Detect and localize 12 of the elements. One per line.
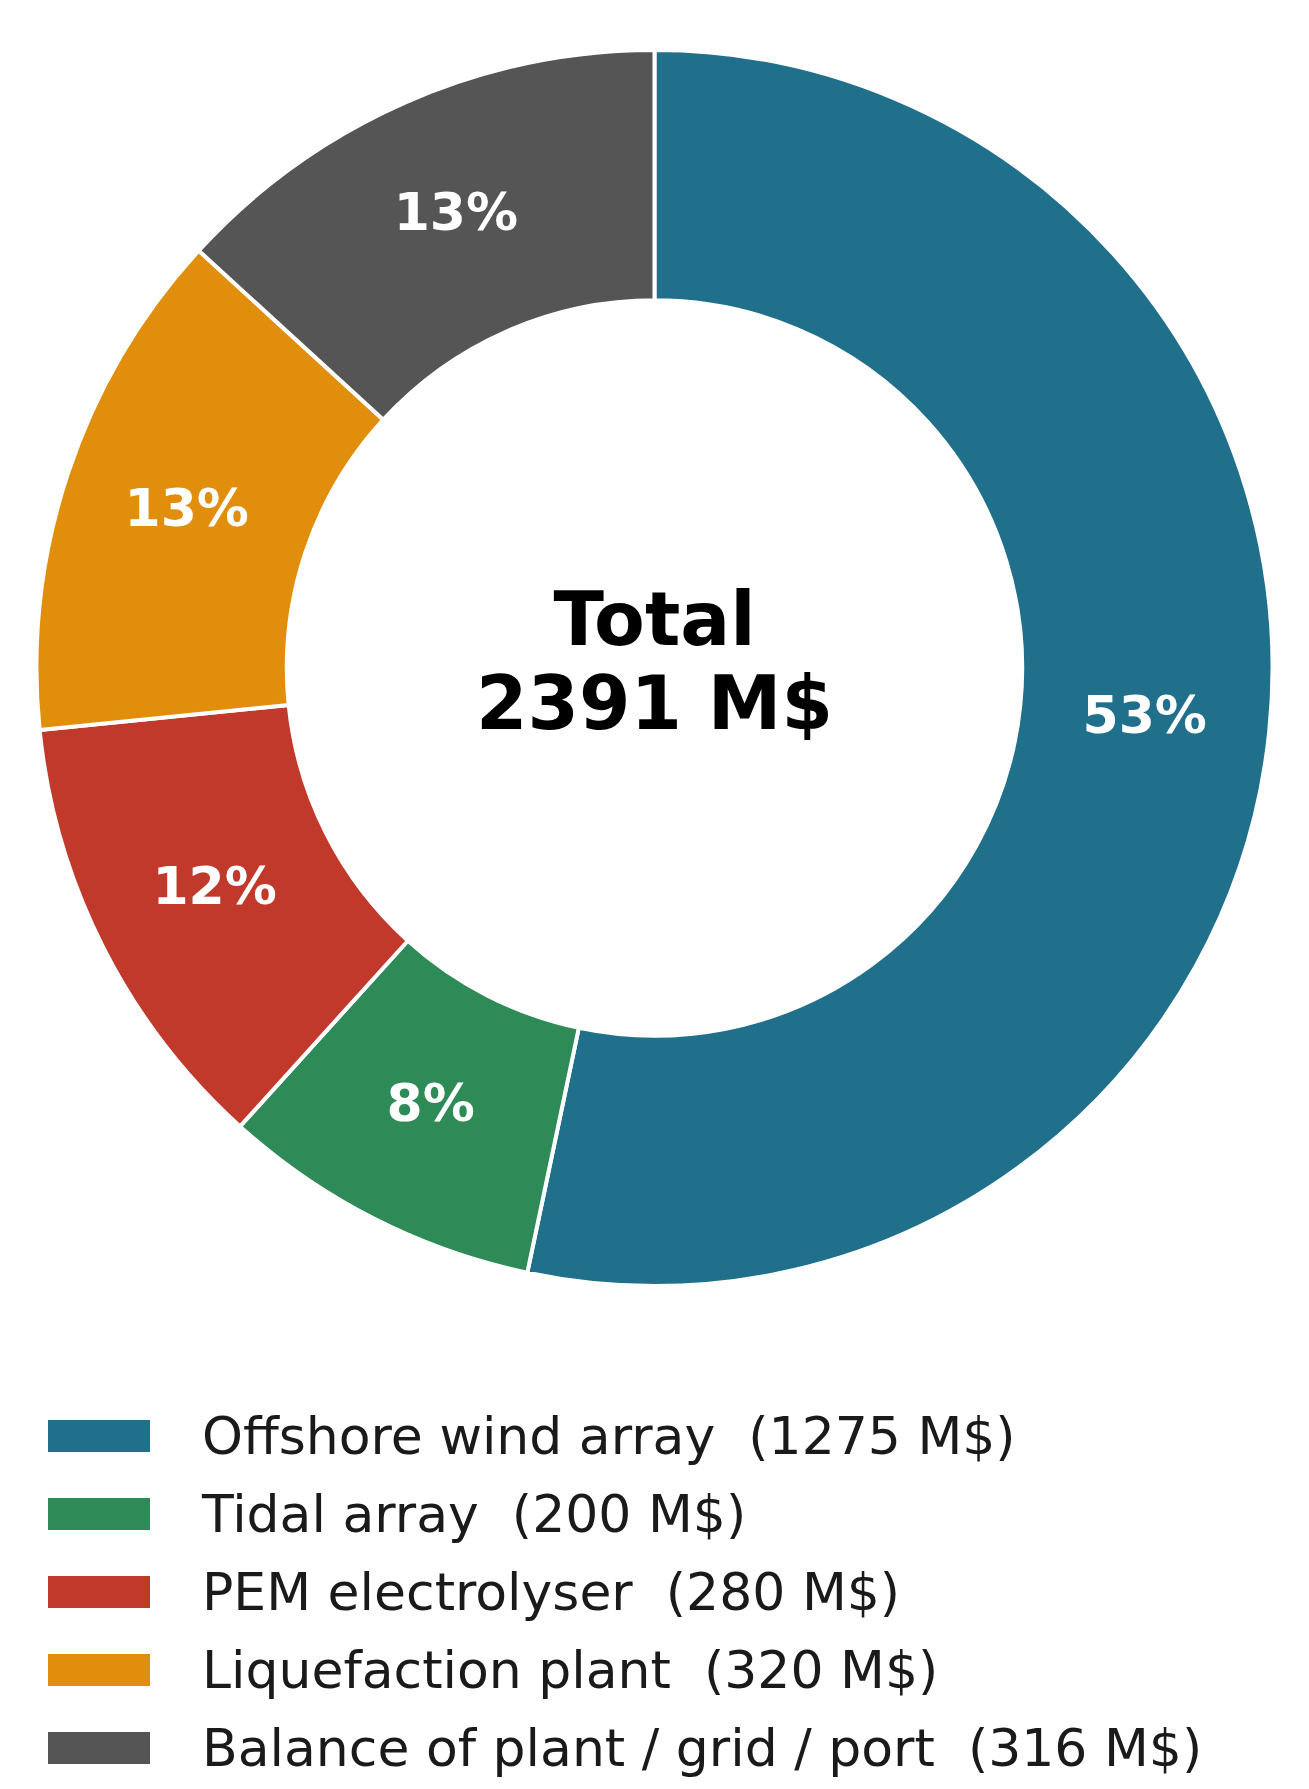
text: Total bbox=[553, 576, 756, 663]
data-label: 8% bbox=[386, 1072, 475, 1133]
data-label: 12% bbox=[152, 855, 277, 916]
legend-label: PEM electrolyser (280 M$) bbox=[202, 1562, 901, 1622]
legend-label: Liquefaction plant (320 M$) bbox=[202, 1640, 939, 1700]
legend-label: Offshore wind array (1275 M$) bbox=[202, 1406, 1016, 1466]
data-label: 53% bbox=[1082, 684, 1207, 745]
legend-label: Tidal array (200 M$) bbox=[202, 1484, 747, 1544]
legend-label: Balance of plant / grid / port (316 M$) bbox=[202, 1718, 1203, 1778]
data-label: 13% bbox=[124, 478, 249, 539]
text: 2391 M$ bbox=[476, 660, 833, 747]
data-label: 13% bbox=[393, 182, 519, 243]
